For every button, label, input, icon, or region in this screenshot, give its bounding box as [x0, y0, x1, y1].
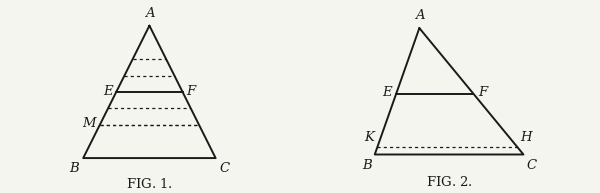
Text: H: H [520, 131, 532, 144]
Text: K: K [365, 131, 374, 144]
Text: E: E [382, 86, 392, 99]
Text: $\mathregular{F}$IG. 1.: $\mathregular{F}$IG. 1. [126, 177, 173, 191]
Text: F: F [187, 85, 196, 98]
Text: $\mathregular{F}$IG. 2.: $\mathregular{F}$IG. 2. [425, 175, 473, 189]
Text: B: B [362, 159, 372, 172]
Text: A: A [415, 9, 424, 22]
Text: E: E [103, 85, 112, 98]
Text: B: B [70, 162, 79, 175]
Text: F: F [478, 86, 487, 99]
Text: M: M [82, 117, 96, 130]
Text: A: A [145, 7, 154, 20]
Text: C: C [220, 162, 230, 175]
Text: C: C [526, 159, 536, 172]
